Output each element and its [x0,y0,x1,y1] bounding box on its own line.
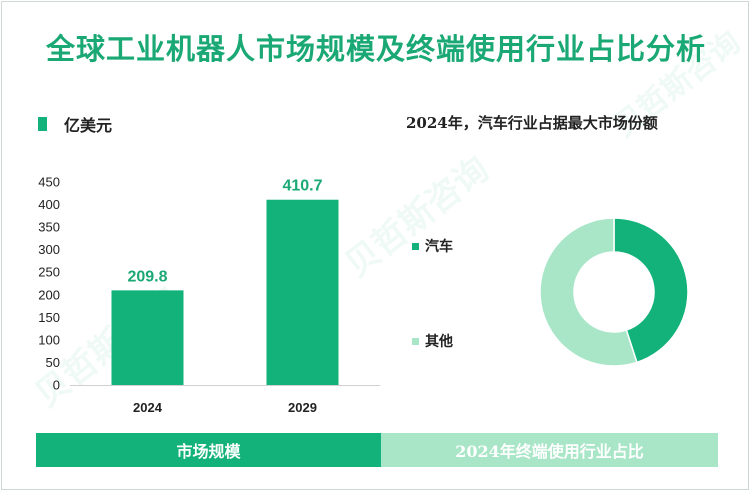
bar-chart: 0 50 100 150 200 250 300 350 400 450 209.8 2024 410.… [38,175,380,415]
y-tick-label: 50 [46,355,60,370]
x-tick-label: 2029 [288,400,317,415]
footer-end-use-share: 2024年终端使用行业占比 [381,433,718,467]
donut-chart [539,217,689,367]
x-tick-label: 2024 [133,400,163,415]
bar-2029 [266,199,339,385]
pie-legend-label-other: 其他 [425,334,453,350]
legend-dot-auto [412,242,419,250]
donut-slice-other [539,217,638,367]
y-tick-label: 0 [53,378,60,393]
footer-market-size: 市场规模 [36,433,381,467]
legend-dot-other [412,337,419,345]
pie-legend-label-auto: 汽车 [425,239,453,255]
y-tick-label: 450 [38,175,60,190]
chart-title: 全球工业机器人市场规模及终端使用行业占比分析 [45,32,706,66]
y-tick-label: 400 [38,197,60,212]
y-tick-label: 150 [38,310,60,325]
pie-legend-auto: 汽车 [412,236,453,256]
y-tick-label: 350 [38,220,60,235]
legend-unit-label: 亿美元 [64,116,113,135]
y-tick-label: 200 [38,287,60,302]
donut-slice-auto [613,217,689,364]
bar-value-label: 209.8 [127,268,167,285]
bar-legend: 亿美元 [38,114,113,135]
y-tick-label: 300 [38,242,60,257]
bar-2024 [111,290,184,385]
y-tick-label: 100 [38,332,60,347]
legend-swatch [38,117,47,131]
y-tick-label: 250 [38,265,60,280]
bar-value-label: 410.7 [282,178,322,195]
pie-title: 2024年，汽车行业占据最大市场份额 [406,114,658,132]
pie-legend-other: 其他 [412,331,453,351]
